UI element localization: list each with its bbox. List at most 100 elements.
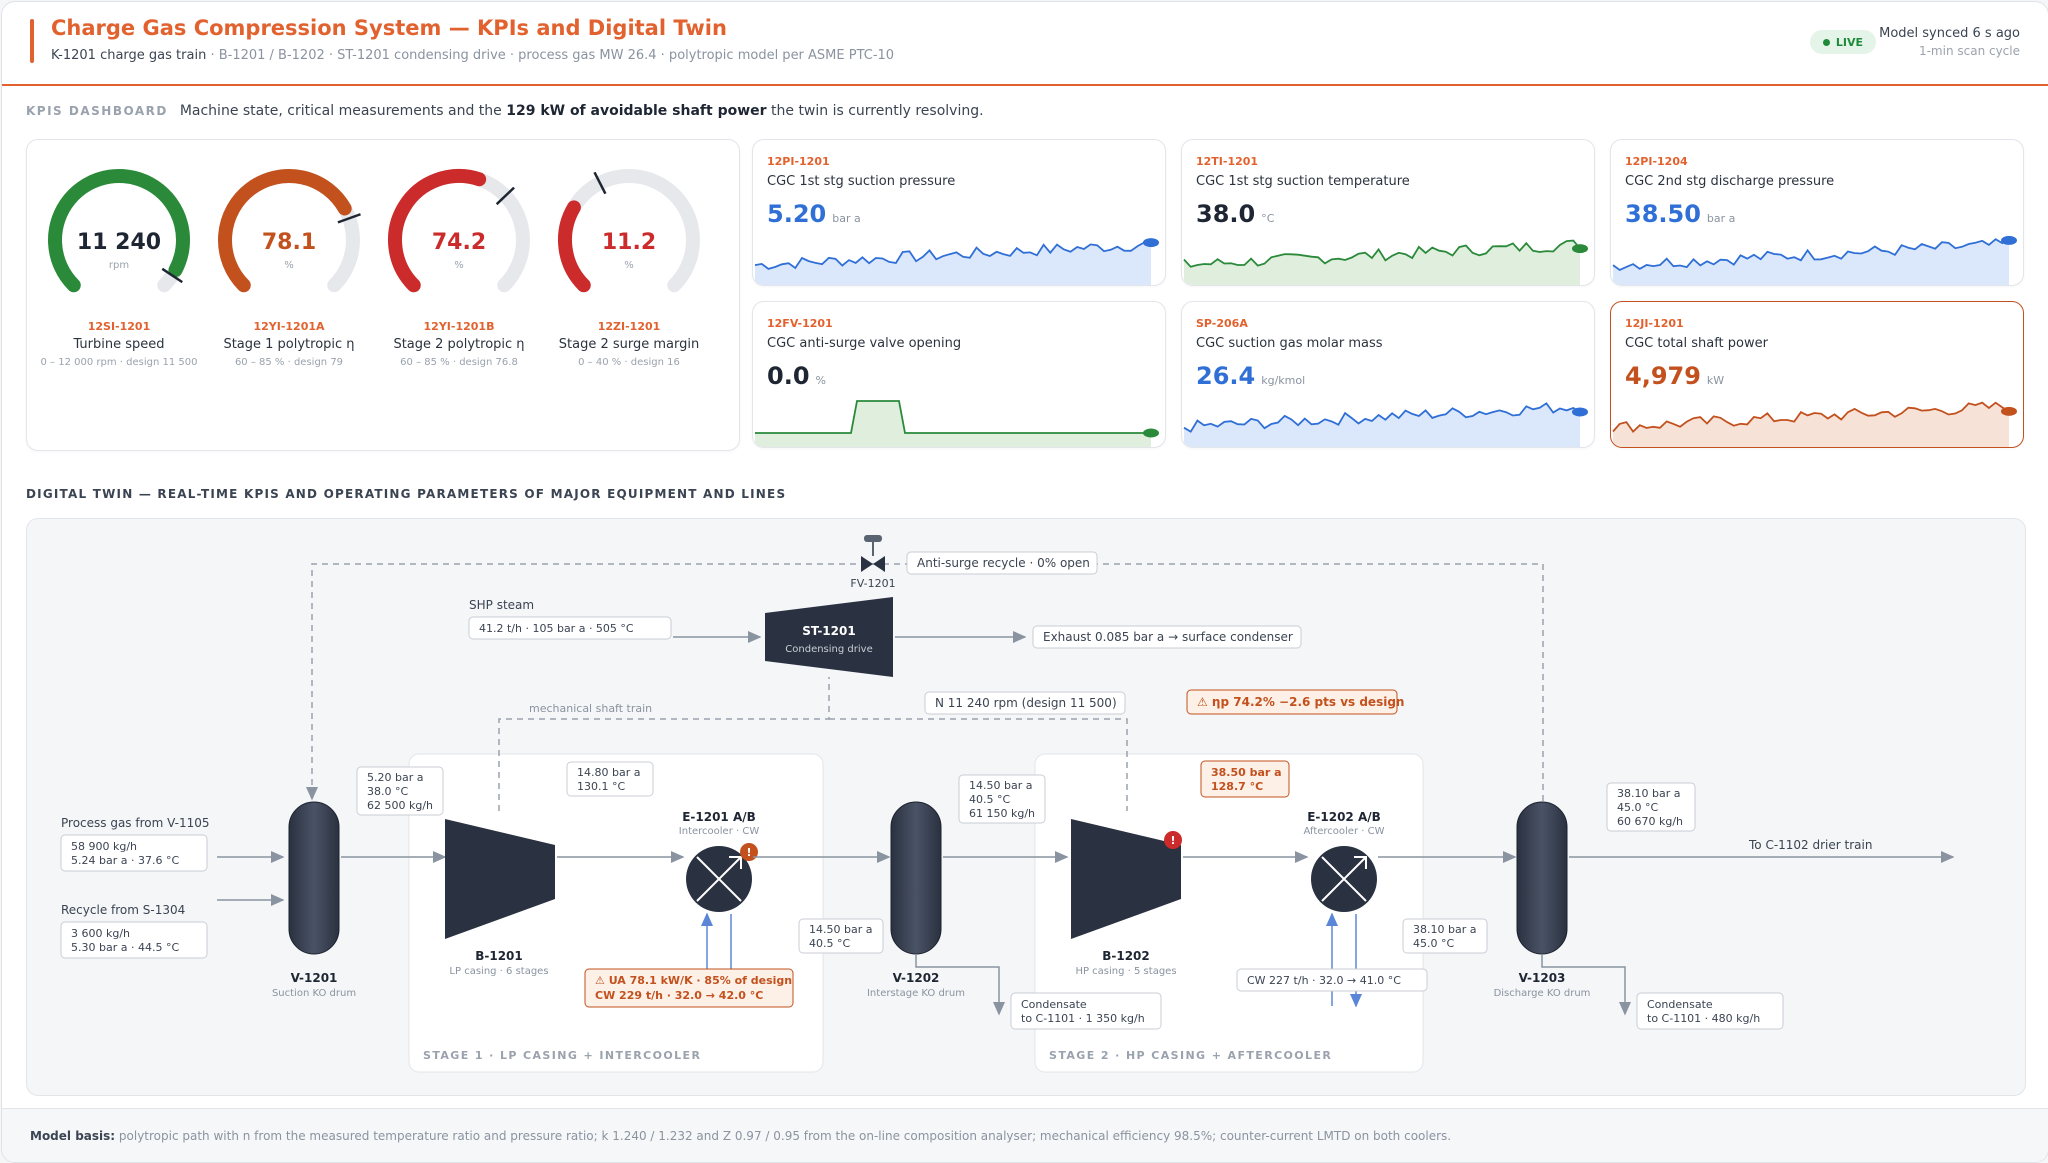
feed1-flow: 58 900 kg/h — [71, 840, 137, 853]
b1202-name: B-1202 — [1102, 949, 1150, 963]
gauge-name: Stage 1 polytropic η — [223, 337, 355, 352]
shaft-label: mechanical shaft train — [529, 702, 652, 715]
v1203-outlet-flow: 60 670 kg/h — [1617, 815, 1683, 828]
card-value: 5.20 — [767, 200, 827, 228]
sparkline-line — [754, 241, 1152, 270]
card-tag: 12PI-1201 — [767, 155, 830, 168]
vessel-v1201[interactable] — [288, 801, 340, 955]
e1202-name: E-1202 A/B — [1307, 810, 1381, 824]
compressor-b1201[interactable] — [445, 819, 555, 939]
gauge-unit: % — [624, 260, 634, 271]
card-name: CGC 1st stg suction temperature — [1196, 174, 1410, 189]
sparkline-line — [755, 400, 1151, 434]
eta-alert: ⚠ ηp 74.2% −2.6 pts vs design — [1197, 695, 1404, 709]
sparkline-line — [1183, 239, 1581, 268]
gauge-unit: % — [454, 260, 464, 271]
card-value: 0.0 — [767, 362, 810, 390]
card-tag: 12FV-1201 — [767, 317, 833, 330]
speed-label: N 11 240 rpm (design 11 500) — [935, 696, 1117, 710]
gauge-range: 60 – 85 % · design 76.8 — [400, 357, 518, 368]
card-value-row: 4,979 kW — [1625, 362, 1724, 390]
trend-card-antisurge-valve[interactable]: 12FV-1201 CGC anti-surge valve opening 0.0… — [752, 301, 1166, 448]
trend-card-suction-temperature[interactable]: 12TI-1201 CGC 1st stg suction temperature… — [1181, 139, 1595, 286]
card-sparkline — [1612, 235, 2017, 285]
sparkline-area — [755, 242, 1151, 285]
vessel-v1202[interactable] — [890, 801, 942, 955]
card-value-row: 5.20 bar a — [767, 200, 861, 228]
sparkline-line — [1612, 238, 2010, 272]
gauge-value: 11 240 — [76, 230, 162, 255]
gauge-stage2-surge-margin[interactable]: 11.2% 12ZI-1201 Stage 2 surge margin 0 – 40… — [549, 160, 709, 368]
live-label: LIVE — [1835, 35, 1864, 49]
v1202-name: V-1202 — [893, 971, 940, 985]
turbine-st1201[interactable] — [765, 597, 893, 677]
gauge-dial — [218, 169, 361, 293]
card-unit: °C — [1261, 212, 1275, 225]
cond1-box — [1010, 992, 1162, 1030]
b1202-outlet-pressure: 38.50 bar a — [1211, 766, 1282, 779]
gauge-turbine-speed[interactable]: 11 240 rpm 12SI-1201 Turbine speed 0 – 12 00… — [39, 160, 199, 368]
stage2-label: STAGE 2 · HP CASING + AFTERCOOLER — [1049, 1049, 1332, 1062]
trend-card-molar-mass[interactable]: SP-206A CGC suction gas molar mass 26.4 kg/… — [1181, 301, 1595, 448]
card-name: CGC 2nd stg discharge pressure — [1625, 174, 1835, 189]
feed1-title: Process gas from V-1105 — [61, 816, 210, 830]
feed1-conditions: 5.24 bar a · 37.6 °C — [71, 854, 179, 867]
page-title: Charge Gas Compression System — KPIs and… — [51, 16, 727, 40]
turbine-desc: Condensing drive — [785, 644, 872, 655]
v1201-outlet-flow: 62 500 kg/h — [367, 799, 433, 812]
header-accent-bar — [30, 19, 34, 63]
card-tag: 12JI-1201 — [1625, 317, 1684, 330]
trend-card-shaft-power[interactable]: 12JI-1201 CGC total shaft power 4,979 kW — [1610, 301, 2024, 448]
b1202-inlet-box — [958, 774, 1046, 824]
steam-title: SHP steam — [469, 598, 534, 612]
card-value-row: 38.50 bar a — [1625, 200, 1735, 228]
cond1-title: Condensate — [1021, 998, 1087, 1011]
b1202-desc: HP casing · 5 stages — [1075, 966, 1176, 977]
b1202-alarm-mark: ! — [1170, 834, 1175, 847]
e1202-outlet-temp: 45.0 °C — [1413, 937, 1454, 950]
gauge-design-marker — [161, 267, 183, 284]
card-unit: kW — [1706, 374, 1725, 387]
process-flow-diagram: STAGE 1 · LP CASING + INTERCOOLER STAGE … — [60, 535, 1955, 1073]
scan-cycle: 1-min scan cycle — [1918, 44, 2020, 58]
kpi-section-heading: KPIS DASHBOARD Machine state, critical me… — [26, 103, 984, 119]
gauge-stage2-efficiency[interactable]: 74.2% 12YI-1201B Stage 2 polytropic η 60 – … — [379, 160, 539, 368]
gauge-stage1-efficiency[interactable]: 78.1% 12YI-1201A Stage 1 polytropic η 60 – … — [209, 160, 369, 368]
eta-alert-box — [1186, 689, 1398, 715]
b1202-alarm-icon[interactable] — [1164, 831, 1182, 849]
header: Charge Gas Compression System — KPIs and… — [2, 2, 2048, 86]
b1201-outlet-pressure: 14.80 bar a — [577, 766, 640, 779]
gauge-range: 0 – 40 % · design 16 — [578, 357, 680, 368]
gauge-name: Stage 2 polytropic η — [393, 337, 525, 352]
gauge-fill — [218, 169, 352, 293]
e1202-outlet-box — [1402, 918, 1488, 954]
card-sparkline — [1183, 402, 1588, 447]
antisurge-label: Anti-surge recycle · 0% open — [917, 556, 1090, 570]
b1202-inlet-flow: 61 150 kg/h — [969, 807, 1035, 820]
trend-card-suction-pressure[interactable]: 12PI-1201 CGC 1st stg suction pressure 5.2… — [752, 139, 1166, 286]
antisurge-valve-icon[interactable] — [861, 535, 885, 572]
steam-box — [468, 616, 672, 640]
card-unit: bar a — [832, 212, 861, 225]
card-tag: SP-206A — [1196, 317, 1248, 330]
card-unit: bar a — [1706, 212, 1736, 225]
gauge-value: 11.2 — [601, 230, 657, 255]
compressor-b1202[interactable] — [1071, 819, 1181, 939]
live-badge: LIVE — [1810, 30, 1876, 54]
sparkline-area — [755, 401, 1151, 447]
cond2-flow: to C-1101 · 480 kg/h — [1647, 1012, 1760, 1025]
trend-card-discharge-pressure[interactable]: 12PI-1204 CGC 2nd stg discharge pressure 3… — [1610, 139, 2024, 286]
b1201-outlet-box — [566, 761, 654, 797]
v1201-desc: Suction KO drum — [272, 988, 356, 999]
sparkline-latest-point — [1572, 407, 1588, 417]
card-value: 26.4 — [1196, 362, 1256, 390]
v1203-name: V-1203 — [1519, 971, 1566, 985]
v1201-outlet-temp: 38.0 °C — [367, 785, 408, 798]
feed2-flow: 3 600 kg/h — [71, 927, 130, 940]
card-value-row: 38.0 °C — [1196, 200, 1274, 228]
subtitle-train: K-1201 charge gas train — [51, 48, 207, 63]
b1202-outlet-box — [1200, 760, 1290, 798]
vessel-v1203[interactable] — [1516, 801, 1568, 955]
v1203-outlet-temp: 45.0 °C — [1617, 801, 1658, 814]
feed2-title: Recycle from S-1304 — [61, 903, 185, 917]
